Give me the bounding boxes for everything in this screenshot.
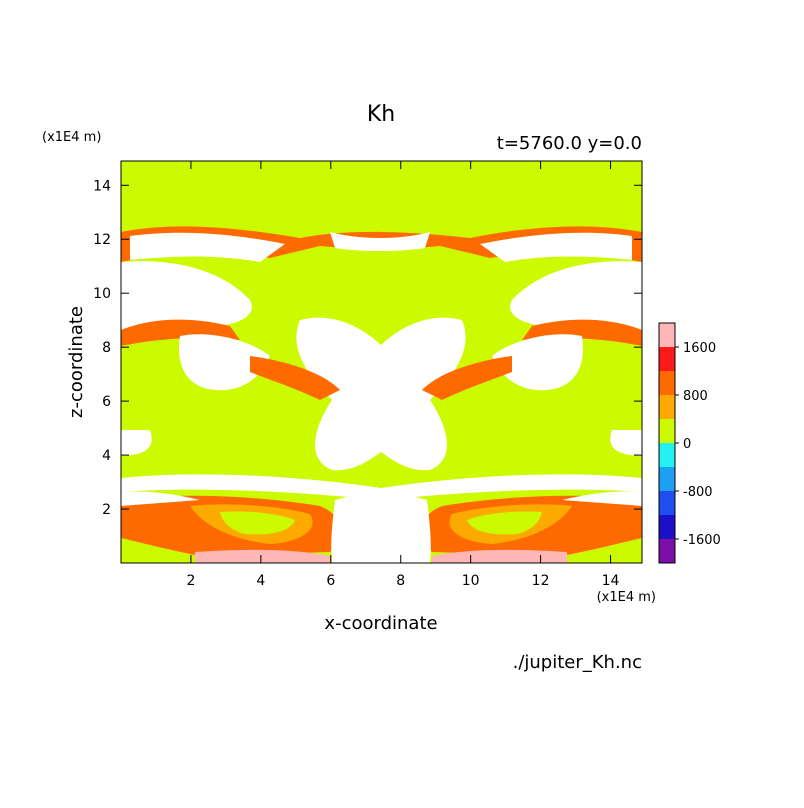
y-axis-ticks: 2 4 6 8 10 12 14 <box>93 178 642 518</box>
colorbar-tick-label: 800 <box>683 389 708 404</box>
contour-region <box>331 494 431 563</box>
chart-title: Kh <box>367 102 395 127</box>
colorbar-swatch <box>659 323 675 347</box>
source-file-label: ./jupiter_Kh.nc <box>513 652 642 673</box>
colorbar-swatch <box>659 539 675 563</box>
x-tick-label: 8 <box>396 573 405 589</box>
y-tick-label: 4 <box>102 448 111 464</box>
y-tick-label: 14 <box>93 178 111 194</box>
x-tick-label: 2 <box>186 573 195 589</box>
contour-region <box>492 334 583 391</box>
x-tick-label: 4 <box>256 573 265 589</box>
y-tick-label: 6 <box>102 394 111 410</box>
plot-area: 2 4 6 8 10 12 14 2 4 6 8 10 12 14 <box>93 160 643 589</box>
colorbar-swatch <box>659 443 675 467</box>
contour-region <box>179 334 270 391</box>
chart-subtitle: t=5760.0 y=0.0 <box>497 133 642 154</box>
colorbar-tick-label: 0 <box>683 437 691 452</box>
z-unit-label: (x1E4 m) <box>42 130 101 145</box>
contour-region <box>121 261 252 330</box>
contour-field <box>121 226 642 563</box>
contour-region <box>510 261 642 330</box>
y-tick-label: 8 <box>102 340 111 356</box>
colorbar-tick-label: -800 <box>683 485 713 500</box>
contour-region <box>195 549 330 563</box>
contour-region <box>220 511 295 535</box>
contour-region <box>121 319 240 346</box>
contour-region <box>610 430 642 456</box>
contour-region <box>432 549 567 563</box>
colorbar-swatch <box>659 491 675 515</box>
colorbar: 1600 800 0 -800 -1600 <box>658 322 721 564</box>
x-tick-label: 10 <box>462 573 480 589</box>
contour-region <box>121 430 152 456</box>
y-tick-label: 12 <box>93 232 111 248</box>
contour-region <box>480 232 632 262</box>
contour-region <box>330 232 430 251</box>
contour-region <box>121 491 200 506</box>
colorbar-swatch <box>659 347 675 371</box>
colorbar-swatch <box>659 467 675 491</box>
contour-region <box>467 511 542 535</box>
x-unit-label: (x1E4 m) <box>597 590 656 605</box>
x-axis-label: x-coordinate <box>324 613 437 634</box>
x-tick-label: 6 <box>326 573 335 589</box>
contour-region <box>250 356 340 400</box>
x-tick-label: 14 <box>602 573 620 589</box>
colorbar-swatch <box>659 395 675 419</box>
y-tick-label: 2 <box>102 502 111 518</box>
colorbar-swatch <box>659 515 675 539</box>
contour-region <box>522 319 642 346</box>
y-axis-label: z-coordinate <box>66 306 87 418</box>
contour-region <box>422 356 512 400</box>
x-tick-label: 12 <box>532 573 550 589</box>
contour-region <box>130 232 285 262</box>
contour-region <box>121 474 642 500</box>
colorbar-tick-label: -1600 <box>683 533 721 548</box>
contour-region <box>296 317 466 471</box>
colorbar-swatch <box>659 419 675 443</box>
colorbar-swatch <box>659 371 675 395</box>
x-axis-ticks: 2 4 6 8 10 12 14 <box>186 161 620 589</box>
contour-region <box>562 491 642 506</box>
colorbar-tick-label: 1600 <box>683 341 716 356</box>
plot-frame <box>120 160 643 564</box>
y-tick-label: 10 <box>93 286 111 302</box>
